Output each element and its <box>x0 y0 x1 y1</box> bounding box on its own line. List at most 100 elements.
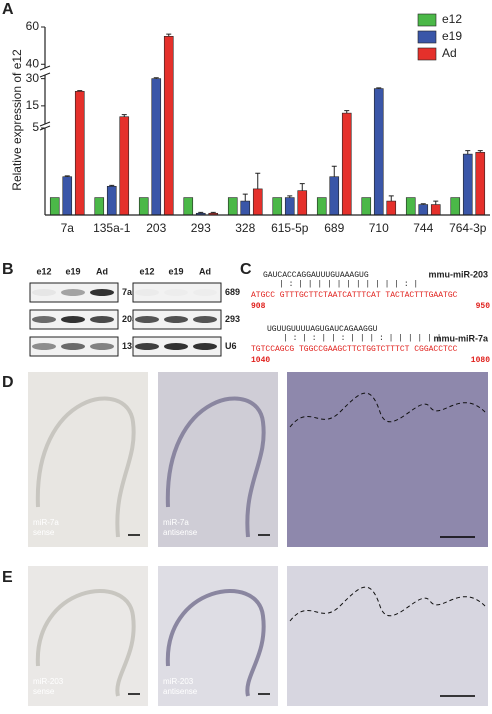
blot-band <box>32 343 56 350</box>
tissue-outline <box>35 589 136 697</box>
error-bar <box>64 175 70 177</box>
bar <box>462 153 473 216</box>
panel-label: D <box>2 374 14 391</box>
blot-band <box>193 343 217 350</box>
row-label: 293 <box>225 314 240 324</box>
row-label: 203 <box>122 314 137 324</box>
micrograph <box>158 566 278 706</box>
bar <box>475 152 486 216</box>
blot-band <box>193 289 217 296</box>
y-axis-title: Relative expression of e12 <box>10 49 24 191</box>
legend-swatch <box>417 30 437 44</box>
caption: miR-7a <box>163 518 189 527</box>
error-bar <box>210 211 216 214</box>
bar <box>430 204 441 216</box>
bar <box>106 185 117 216</box>
bar <box>418 204 429 216</box>
legend-swatch <box>417 13 437 27</box>
mirna-sequence: GAUCACCAGGAUUUGUAAAGUG <box>263 271 369 280</box>
caption: sense <box>33 687 55 696</box>
blot-band <box>32 316 56 323</box>
blot-frame <box>29 282 119 303</box>
panel-label: C <box>240 261 252 278</box>
bar <box>227 197 238 216</box>
bar <box>386 200 397 216</box>
error-bar <box>331 165 337 177</box>
error-bar <box>153 77 159 79</box>
row-label: 689 <box>225 287 240 297</box>
lane-label: e19 <box>168 266 183 276</box>
panel-label: B <box>2 261 14 278</box>
error-bar <box>77 90 83 92</box>
error-bar <box>433 200 439 205</box>
bar <box>361 197 372 216</box>
y-tick-label: 60 <box>26 19 40 33</box>
lane-label: Ad <box>96 266 108 276</box>
error-bar <box>255 172 261 189</box>
bar <box>373 88 384 216</box>
blot-band <box>61 289 85 296</box>
lane-label: e12 <box>139 266 154 276</box>
y-tick-label: 5 <box>32 120 39 134</box>
blot-band <box>61 343 85 350</box>
error-bar <box>477 150 483 153</box>
tissue-outline <box>165 396 266 538</box>
x-tick-label: 135a-1 <box>93 221 131 235</box>
lane-label: e12 <box>36 266 51 276</box>
boundary <box>289 392 486 428</box>
error-bar <box>388 195 394 202</box>
boundary <box>289 586 486 622</box>
blot-band <box>135 343 159 350</box>
bar <box>151 78 162 216</box>
error-bar <box>198 211 204 214</box>
caption: miR-7a <box>33 518 59 527</box>
error-bar <box>376 87 382 89</box>
pairing: | : | | | | | | | | | | | : | <box>279 280 418 289</box>
legend-label: e19 <box>442 29 462 43</box>
bar <box>341 112 352 216</box>
error-bar <box>287 195 293 198</box>
legend-label: e12 <box>442 12 462 26</box>
x-tick-label: 744 <box>413 221 433 235</box>
bar <box>62 176 73 216</box>
micrograph <box>28 566 148 706</box>
caption: sense <box>33 528 55 537</box>
position: 1040 <box>251 356 270 365</box>
error-bar <box>109 184 115 187</box>
bar <box>297 190 308 216</box>
blot-band <box>164 316 188 323</box>
error-bar <box>299 183 305 191</box>
blot-band <box>90 289 114 296</box>
bar <box>49 197 60 216</box>
bar <box>252 188 263 216</box>
bar <box>450 197 461 216</box>
bar <box>119 116 130 216</box>
x-tick-label: 764-3p <box>449 221 487 235</box>
x-tick-label: 689 <box>324 221 344 235</box>
lane-label: e19 <box>65 266 80 276</box>
legend-label: Ad <box>442 46 457 60</box>
bar <box>163 36 174 216</box>
x-tick-label: 203 <box>146 221 166 235</box>
bar <box>138 197 149 216</box>
x-tick-label: 710 <box>369 221 389 235</box>
position: 950 <box>476 302 491 311</box>
target-sequence: ATGCC GTTTGCTTCTAATCATTTCAT TACTACTTTGAA… <box>251 291 458 300</box>
micrograph <box>287 372 488 547</box>
blot-band <box>135 289 159 296</box>
y-tick-label: 15 <box>26 98 40 112</box>
blot-band <box>90 316 114 323</box>
blot-band <box>90 343 114 350</box>
blot-band <box>164 343 188 350</box>
blot-band <box>164 289 188 296</box>
target-sequence: TGTCCAGCG TGGCCGAAGCTTCTGGTCTTTCT CGGACC… <box>251 345 458 354</box>
lane-label: Ad <box>199 266 211 276</box>
bar <box>183 197 194 216</box>
bar <box>405 197 416 216</box>
bar <box>329 176 340 216</box>
error-bar <box>344 110 350 114</box>
micrograph <box>287 566 488 706</box>
mirna-name: mmu-miR-7a <box>433 333 489 343</box>
error-bar <box>242 193 248 202</box>
x-tick-label: 328 <box>235 221 255 235</box>
